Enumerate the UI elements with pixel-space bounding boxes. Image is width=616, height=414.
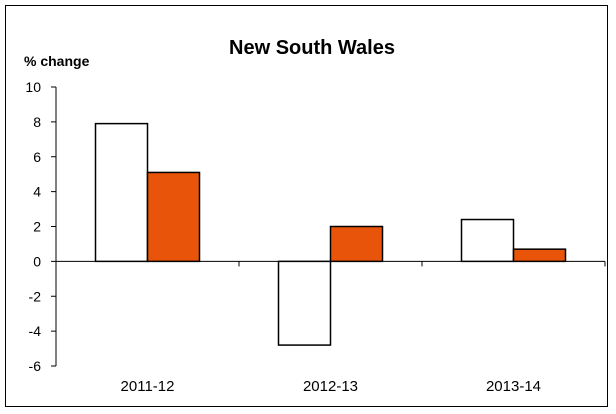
y-tick-label: 8 <box>33 114 41 130</box>
y-tick-label: 4 <box>33 184 41 200</box>
y-tick-label: -4 <box>29 323 42 339</box>
x-tick-label: 2011-12 <box>121 378 175 395</box>
bar-2012-13-series-2 <box>329 225 384 263</box>
y-tick-label: -6 <box>29 358 42 374</box>
y-tick-label: 10 <box>25 79 41 95</box>
x-tick-label: 2013-14 <box>486 378 541 395</box>
y-tick-label: 0 <box>33 253 41 269</box>
y-tick-label: 2 <box>33 219 41 235</box>
bar-2011-12-series-1 <box>94 122 149 263</box>
y-tick-label: -2 <box>29 288 42 304</box>
y-tick-label: 6 <box>33 149 41 165</box>
x-tick-label: 2012-13 <box>303 378 358 395</box>
chart-title: New South Wales <box>229 37 395 59</box>
bar-2011-12-series-2 <box>146 171 201 263</box>
y-axis-label: % change <box>24 53 90 69</box>
bar-2013-14-series-2 <box>512 248 567 263</box>
bar-2012-13-series-1 <box>277 260 332 346</box>
bar-2013-14-series-1 <box>460 218 515 263</box>
